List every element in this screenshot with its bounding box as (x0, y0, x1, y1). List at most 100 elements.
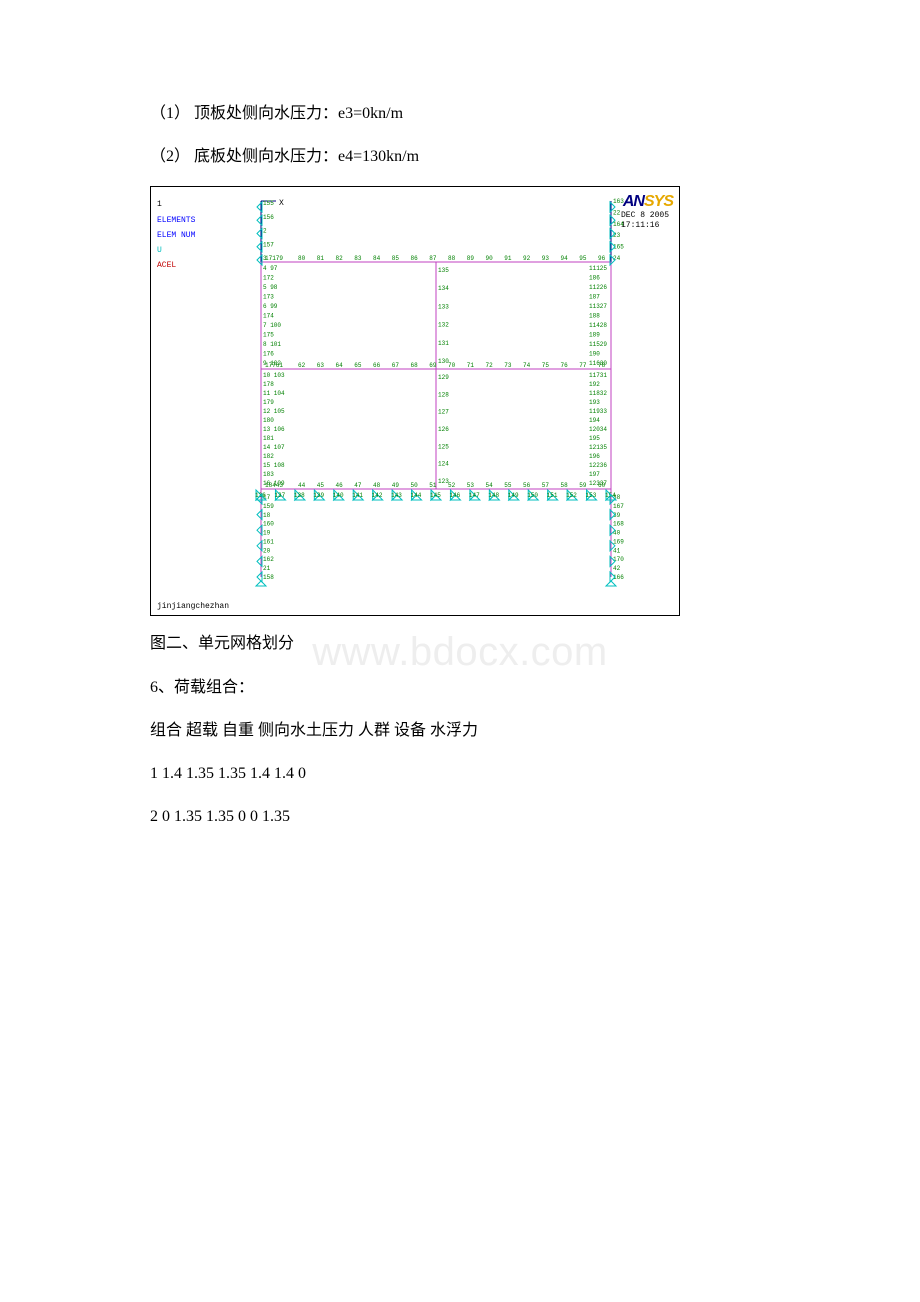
svg-text:178: 178 (263, 381, 274, 388)
svg-text:94: 94 (561, 255, 569, 262)
svg-text:162: 162 (263, 557, 274, 564)
svg-text:72: 72 (486, 362, 494, 369)
svg-text:50: 50 (411, 482, 419, 489)
svg-text:14 107: 14 107 (263, 444, 285, 451)
svg-text:11 104: 11 104 (263, 390, 285, 397)
svg-text:8 101: 8 101 (263, 341, 281, 348)
svg-text:135: 135 (438, 267, 449, 274)
svg-text:63: 63 (317, 362, 325, 369)
svg-text:176: 176 (263, 351, 274, 358)
svg-text:93: 93 (542, 255, 550, 262)
svg-text:12236: 12236 (589, 462, 607, 469)
svg-text:86: 86 (411, 255, 419, 262)
svg-text:16 109: 16 109 (263, 480, 285, 487)
svg-text:81: 81 (317, 255, 325, 262)
svg-text:183: 183 (263, 471, 274, 478)
svg-text:95: 95 (579, 255, 587, 262)
svg-text:163: 163 (613, 198, 624, 205)
svg-text:144: 144 (411, 492, 422, 499)
paragraph-2: （2） 底板处侧向水压力：e4=130kn/m (150, 143, 780, 170)
svg-text:169: 169 (613, 539, 624, 546)
svg-text:47: 47 (354, 482, 362, 489)
svg-text:11731: 11731 (589, 372, 607, 379)
svg-text:58: 58 (561, 482, 569, 489)
svg-text:48: 48 (373, 482, 381, 489)
svg-text:3: 3 (263, 255, 267, 262)
svg-text:85: 85 (392, 255, 400, 262)
svg-text:172: 172 (263, 275, 274, 282)
svg-text:193: 193 (589, 399, 600, 406)
paragraph-1: （1） 顶板处侧向水压力：e3=0kn/m (150, 100, 780, 127)
svg-text:45: 45 (317, 482, 325, 489)
svg-text:70: 70 (448, 362, 456, 369)
svg-text:71: 71 (467, 362, 475, 369)
figure-caption: 图二、单元网格划分 (150, 630, 780, 657)
svg-text:51: 51 (429, 482, 437, 489)
svg-text:55: 55 (504, 482, 512, 489)
svg-text:187: 187 (589, 294, 600, 301)
svg-text:91: 91 (504, 255, 512, 262)
svg-text:66: 66 (373, 362, 381, 369)
svg-text:11428: 11428 (589, 322, 607, 329)
svg-text:65: 65 (354, 362, 362, 369)
svg-text:124: 124 (438, 461, 449, 468)
svg-text:173: 173 (263, 294, 274, 301)
svg-text:64: 64 (336, 362, 344, 369)
svg-text:161: 161 (263, 539, 274, 546)
svg-text:130: 130 (438, 358, 449, 365)
svg-text:2: 2 (263, 228, 267, 235)
svg-text:139: 139 (313, 492, 324, 499)
svg-text:164: 164 (613, 221, 624, 228)
svg-text:52: 52 (448, 482, 456, 489)
svg-text:192: 192 (589, 381, 600, 388)
svg-text:141: 141 (352, 492, 363, 499)
table-row-1: 1 1.4 1.35 1.35 1.4 1.4 0 (150, 760, 780, 787)
svg-text:142: 142 (372, 492, 383, 499)
svg-text:11327: 11327 (589, 303, 607, 310)
svg-text:13 106: 13 106 (263, 426, 285, 433)
svg-text:140: 140 (333, 492, 344, 499)
svg-text:197: 197 (589, 471, 600, 478)
svg-text:131: 131 (438, 340, 449, 347)
svg-text:73: 73 (504, 362, 512, 369)
svg-text:76: 76 (561, 362, 569, 369)
svg-text:145: 145 (430, 492, 441, 499)
svg-text:143: 143 (391, 492, 402, 499)
svg-text:89: 89 (467, 255, 475, 262)
svg-text:21: 21 (263, 565, 271, 572)
svg-text:57: 57 (542, 482, 550, 489)
svg-text:147: 147 (469, 492, 480, 499)
svg-text:127: 127 (438, 409, 449, 416)
svg-text:174: 174 (263, 313, 274, 320)
svg-text:22: 22 (613, 210, 621, 217)
table-header: 组合 超载 自重 侧向水土压力 人群 设备 水浮力 (150, 717, 780, 744)
svg-text:5 98: 5 98 (263, 284, 278, 291)
svg-text:188: 188 (589, 313, 600, 320)
svg-text:134: 134 (438, 286, 449, 293)
svg-text:68: 68 (411, 362, 419, 369)
svg-text:148: 148 (488, 492, 499, 499)
svg-text:87: 87 (429, 255, 437, 262)
svg-text:92: 92 (523, 255, 531, 262)
svg-text:20: 20 (263, 548, 271, 555)
document-content: （1） 顶板处侧向水压力：e3=0kn/m （2） 底板处侧向水压力：e4=13… (150, 100, 780, 830)
svg-text:84: 84 (373, 255, 381, 262)
svg-text:18: 18 (263, 512, 271, 519)
svg-text:132: 132 (438, 322, 449, 329)
svg-text:182: 182 (263, 453, 274, 460)
svg-text:11832: 11832 (589, 390, 607, 397)
svg-text:196: 196 (589, 453, 600, 460)
svg-text:17179: 17179 (265, 255, 283, 262)
svg-text:156: 156 (263, 214, 274, 221)
svg-text:150: 150 (527, 492, 538, 499)
svg-text:11125: 11125 (589, 265, 607, 272)
svg-text:46: 46 (336, 482, 344, 489)
svg-text:74: 74 (523, 362, 531, 369)
svg-text:11630: 11630 (589, 360, 607, 367)
svg-text:44: 44 (298, 482, 306, 489)
svg-text:12 105: 12 105 (263, 408, 285, 415)
svg-text:67: 67 (392, 362, 400, 369)
svg-text:126: 126 (438, 426, 449, 433)
svg-text:6 99: 6 99 (263, 303, 278, 310)
svg-text:96: 96 (598, 255, 606, 262)
